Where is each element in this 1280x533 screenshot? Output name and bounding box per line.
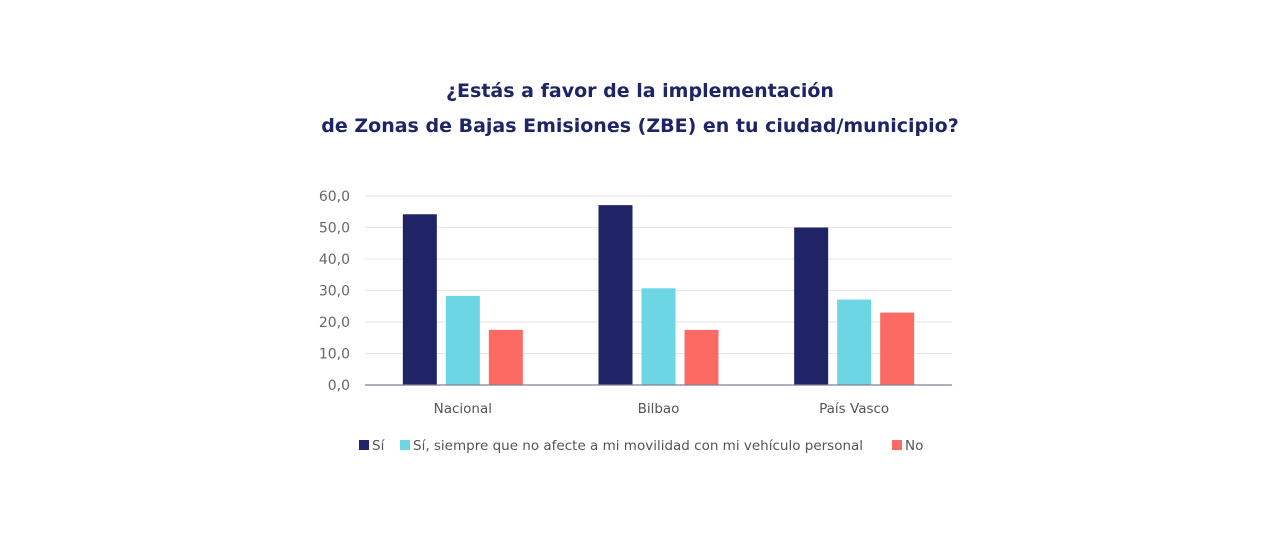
y-tick-label: 20,0	[319, 315, 350, 331]
y-tick-label: 60,0	[319, 189, 350, 205]
legend-swatch	[400, 440, 410, 450]
y-tick-label: 50,0	[319, 221, 350, 237]
chart-title-line-1: ¿Estás a favor de la implementación	[446, 80, 834, 102]
bar-nacional-series-0	[402, 214, 437, 385]
legend-label: No	[905, 438, 923, 454]
bar-bilbao-series-1	[641, 288, 676, 385]
chart-title-line-2: de Zonas de Bajas Emisiones (ZBE) en tu …	[321, 115, 959, 137]
bar-bilbao-series-2	[684, 329, 719, 385]
bar-bilbao-series-0	[598, 205, 633, 385]
y-tick-label: 40,0	[319, 252, 350, 268]
bar-país-vasco-series-1	[837, 299, 872, 385]
legend-swatch	[359, 440, 369, 450]
x-tick-label: País Vasco	[819, 401, 889, 417]
y-tick-label: 0,0	[328, 378, 350, 394]
bar-nacional-series-1	[445, 295, 480, 385]
bar-país-vasco-series-0	[794, 227, 829, 385]
y-tick-label: 30,0	[319, 284, 350, 300]
legend-label: Sí	[372, 438, 386, 454]
x-tick-label: Bilbao	[638, 401, 680, 417]
bar-país-vasco-series-2	[880, 312, 915, 385]
legend-label: Sí, siempre que no afecte a mi movilidad…	[413, 438, 863, 454]
bar-nacional-series-2	[488, 329, 523, 385]
y-tick-label: 10,0	[319, 347, 350, 363]
legend-swatch	[892, 440, 902, 450]
x-tick-label: Nacional	[434, 401, 492, 417]
